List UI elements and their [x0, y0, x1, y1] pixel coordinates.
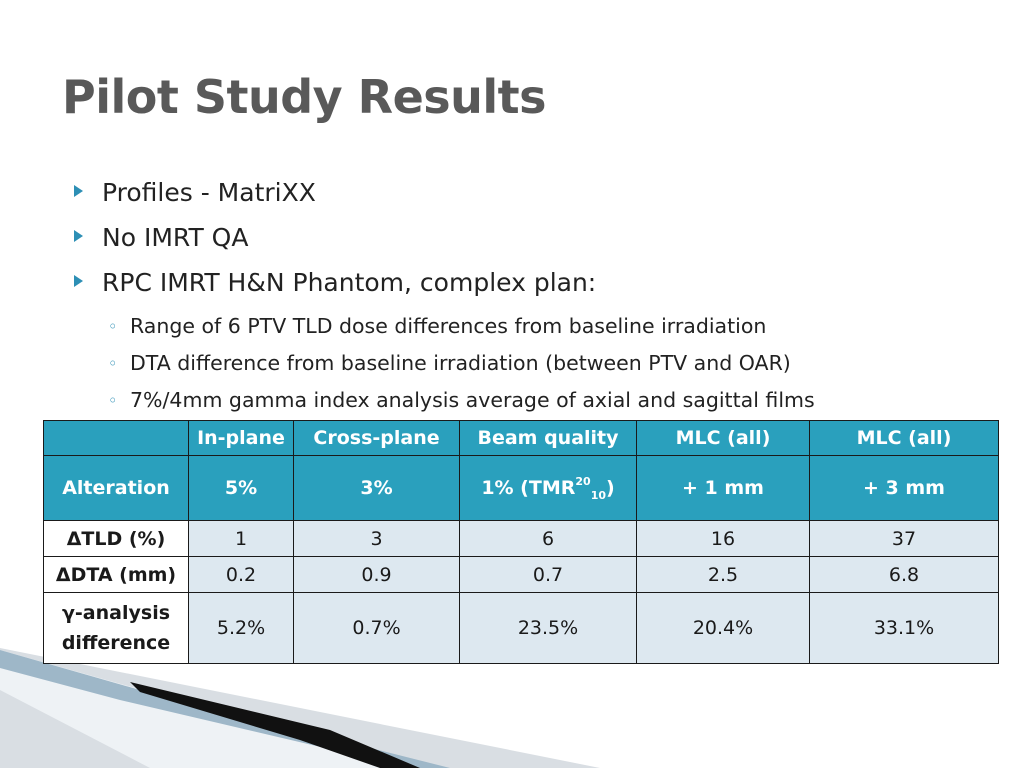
table-row: ΔDTA (mm) 0.2 0.9 0.7 2.5 6.8	[43, 556, 999, 593]
table-cell: 5.2%	[188, 592, 294, 664]
table-header-row: In-plane Cross-plane Beam quality MLC (a…	[43, 420, 999, 456]
header-cell: + 1 mm	[636, 455, 810, 521]
sub-bullet-item: ◦ 7%/4mm gamma index analysis average of …	[74, 385, 815, 422]
header-cell-beam-quality: 1% (TMR2010)	[459, 455, 637, 521]
sub-bullet-item: ◦ DTA difference from baseline irradiatio…	[74, 348, 815, 385]
table-cell: 0.2	[188, 556, 294, 593]
bullet-item: No IMRT QA	[74, 221, 815, 266]
table-cell: 37	[809, 520, 999, 557]
header-cell: Cross-plane	[293, 420, 460, 456]
header-cell: MLC (all)	[809, 420, 999, 456]
arrow-bullet-icon	[74, 230, 83, 242]
row-label: ΔTLD (%)	[43, 520, 189, 557]
header-cell: 5%	[188, 455, 294, 521]
bullet-text: Profiles - MatriXX	[102, 178, 316, 207]
header-cell: Beam quality	[459, 420, 637, 456]
table-row: ΔTLD (%) 1 3 6 16 37	[43, 520, 999, 557]
table-cell: 16	[636, 520, 810, 557]
tmr-suffix: )	[606, 476, 615, 499]
circle-bullet-icon: ◦	[108, 317, 118, 336]
table-cell: 2.5	[636, 556, 810, 593]
table-row: γ-analysis difference 5.2% 0.7% 23.5% 20.…	[43, 592, 999, 664]
row-label-line: difference	[61, 632, 171, 654]
table-cell: 33.1%	[809, 592, 999, 664]
table-cell: 6	[459, 520, 637, 557]
page-title: Pilot Study Results	[62, 70, 547, 124]
circle-bullet-icon: ◦	[108, 391, 118, 410]
table-cell: 1	[188, 520, 294, 557]
header-cell	[43, 420, 189, 456]
results-table: In-plane Cross-plane Beam quality MLC (a…	[43, 420, 999, 664]
table-cell: 6.8	[809, 556, 999, 593]
table-cell: 23.5%	[459, 592, 637, 664]
row-label: γ-analysis difference	[43, 592, 189, 664]
sub-bullet-text: 7%/4mm gamma index analysis average of a…	[130, 388, 815, 412]
tmr-subscript: 10	[590, 488, 606, 502]
sub-bullet-item: ◦ Range of 6 PTV TLD dose differences fro…	[74, 311, 815, 348]
row-label: ΔDTA (mm)	[43, 556, 189, 593]
header-cell: + 3 mm	[809, 455, 999, 521]
arrow-bullet-icon	[74, 185, 83, 197]
table-cell: 0.7%	[293, 592, 460, 664]
bullet-list: Profiles - MatriXX No IMRT QA RPC IMRT H…	[74, 176, 815, 422]
sub-bullet-text: DTA difference from baseline irradiation…	[130, 351, 791, 375]
header-cell: Alteration	[43, 455, 189, 521]
table-cell: 0.9	[293, 556, 460, 593]
header-cell: MLC (all)	[636, 420, 810, 456]
table-cell: 0.7	[459, 556, 637, 593]
bullet-text: RPC IMRT H&N Phantom, complex plan:	[102, 268, 597, 297]
table-cell: 3	[293, 520, 460, 557]
arrow-bullet-icon	[74, 275, 83, 287]
bullet-item: Profiles - MatriXX	[74, 176, 815, 221]
header-cell: In-plane	[188, 420, 294, 456]
bullet-text: No IMRT QA	[102, 223, 249, 252]
tmr-superscript: 20	[575, 474, 591, 488]
bullet-item: RPC IMRT H&N Phantom, complex plan:	[74, 266, 815, 311]
table-cell: 20.4%	[636, 592, 810, 664]
row-label-line: γ-analysis	[61, 602, 171, 624]
sub-bullet-text: Range of 6 PTV TLD dose differences from…	[130, 314, 767, 338]
header-cell: 3%	[293, 455, 460, 521]
tmr-prefix: 1% (TMR	[481, 476, 576, 499]
circle-bullet-icon: ◦	[108, 354, 118, 373]
table-header-row: Alteration 5% 3% 1% (TMR2010) + 1 mm + 3…	[43, 455, 999, 521]
